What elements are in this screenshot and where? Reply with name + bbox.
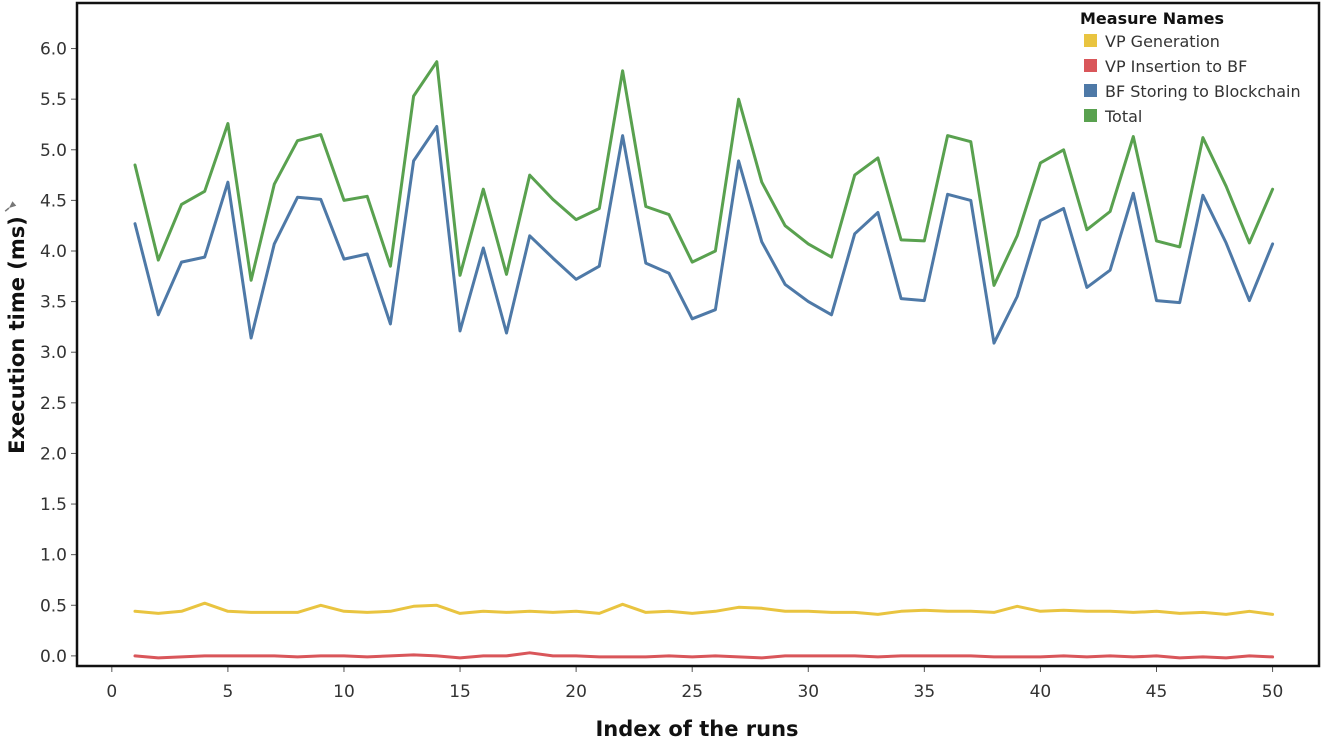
y-tick-label: 4.5 [40, 191, 67, 211]
y-tick-label: 0.0 [40, 647, 67, 667]
legend: Measure Names VP Generation VP Insertion … [1080, 9, 1301, 126]
y-tick-label: 1.5 [40, 495, 67, 515]
y-axis-title: Execution time (ms) [5, 216, 29, 454]
x-tick-label: 5 [222, 682, 233, 702]
legend-title: Measure Names [1080, 9, 1224, 28]
x-tick-label: 45 [1146, 682, 1168, 702]
y-tick-label: 6.0 [40, 40, 67, 60]
legend-label-vp-generation[interactable]: VP Generation [1105, 32, 1220, 51]
y-tick-label: 5.0 [40, 141, 67, 161]
y-axis-sort-icon[interactable] [3, 201, 17, 213]
y-tick-label: 2.0 [40, 444, 67, 464]
x-tick-label: 50 [1262, 682, 1284, 702]
series-line-vp-insertion-to-bf[interactable] [133, 651, 1275, 660]
legend-swatch-vp-generation[interactable] [1084, 34, 1097, 47]
legend-label-bf-storing-to-blockchain[interactable]: BF Storing to Blockchain [1105, 82, 1301, 101]
y-tick-label: 3.5 [40, 293, 67, 313]
y-tick-label: 3.0 [40, 343, 67, 363]
legend-label-total[interactable]: Total [1104, 107, 1142, 126]
x-tick-label: 0 [106, 682, 117, 702]
x-axis-title: Index of the runs [595, 717, 798, 741]
x-tick-label: 10 [333, 682, 355, 702]
y-tick-label: 4.0 [40, 242, 67, 262]
y-tick-label: 0.5 [40, 596, 67, 616]
y-axis-ticks: 0.0 0.5 1.0 1.5 2.0 2.5 3.0 3.5 4.0 4.5 5.0 5.5 6.0 [40, 40, 77, 667]
legend-label-vp-insertion-to-bf[interactable]: VP Insertion to BF [1105, 57, 1247, 76]
series-line-total[interactable] [133, 60, 1275, 287]
plot-area-frame [75, 1, 1321, 668]
x-tick-label: 40 [1030, 682, 1052, 702]
x-tick-label: 25 [681, 682, 703, 702]
series-line-vp-generation[interactable] [133, 601, 1275, 616]
y-tick-label: 1.0 [40, 546, 67, 566]
x-axis-ticks: 0 5 10 15 20 25 30 35 40 45 50 [106, 666, 1283, 702]
legend-swatch-vp-insertion-to-bf[interactable] [1084, 59, 1097, 72]
series-line-bf-storing-to-blockchain[interactable] [133, 125, 1275, 345]
legend-swatch-total[interactable] [1084, 109, 1097, 122]
y-tick-label: 5.5 [40, 90, 67, 110]
legend-swatch-bf-storing-to-blockchain[interactable] [1084, 84, 1097, 97]
x-tick-label: 20 [565, 682, 587, 702]
x-tick-label: 15 [449, 682, 471, 702]
series-lines [133, 60, 1275, 660]
x-tick-label: 30 [797, 682, 819, 702]
x-tick-label: 35 [914, 682, 936, 702]
y-tick-label: 2.5 [40, 394, 67, 414]
